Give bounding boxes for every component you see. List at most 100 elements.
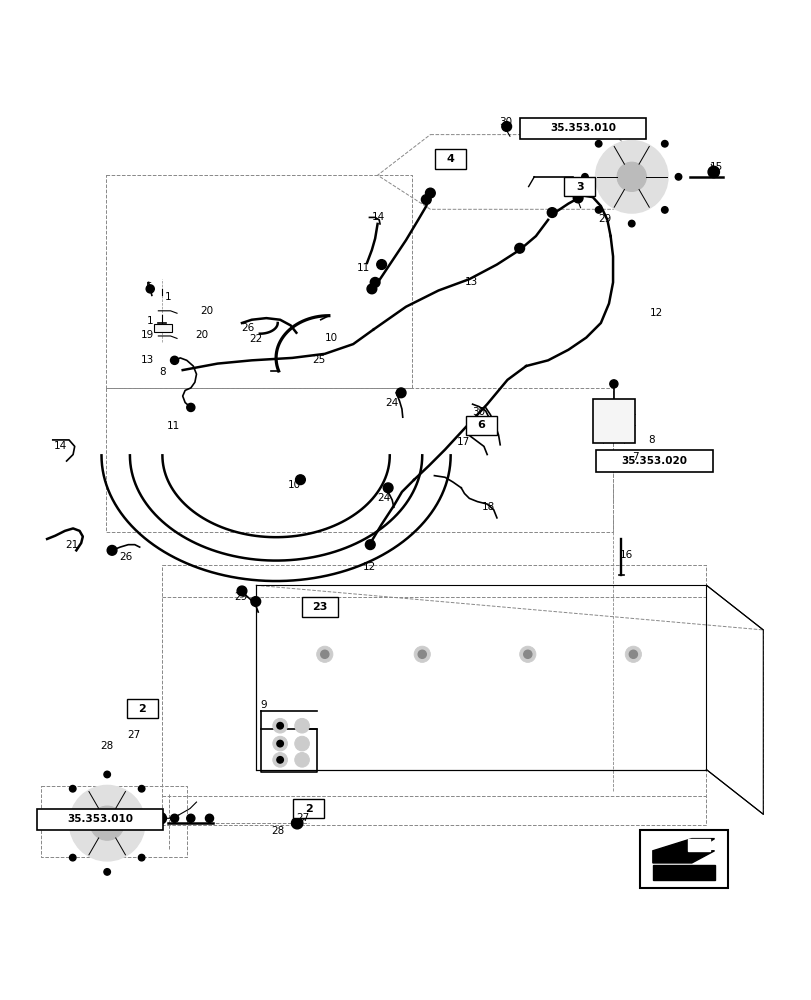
Circle shape bbox=[294, 736, 309, 751]
Circle shape bbox=[628, 220, 634, 227]
Circle shape bbox=[187, 403, 195, 411]
Bar bbox=[519, 118, 645, 139]
Circle shape bbox=[418, 650, 426, 658]
Text: 18: 18 bbox=[481, 502, 494, 512]
Circle shape bbox=[365, 540, 375, 550]
Circle shape bbox=[272, 753, 287, 767]
Bar bbox=[435, 149, 466, 169]
Circle shape bbox=[573, 193, 582, 203]
Bar bbox=[466, 416, 496, 435]
Text: 30: 30 bbox=[499, 117, 512, 127]
Circle shape bbox=[628, 127, 634, 133]
Text: 22: 22 bbox=[249, 334, 262, 344]
Circle shape bbox=[138, 854, 144, 861]
Circle shape bbox=[205, 814, 213, 822]
Circle shape bbox=[414, 646, 430, 662]
Bar bbox=[301, 597, 337, 617]
Bar bbox=[293, 799, 324, 818]
Text: 24: 24 bbox=[385, 398, 398, 408]
Text: 35.353.010: 35.353.010 bbox=[549, 123, 616, 133]
Circle shape bbox=[594, 141, 667, 213]
Circle shape bbox=[272, 736, 287, 751]
Circle shape bbox=[277, 740, 283, 747]
Text: 35.353.010: 35.353.010 bbox=[67, 814, 133, 824]
Circle shape bbox=[523, 650, 531, 658]
Bar bbox=[127, 699, 157, 718]
Text: 7: 7 bbox=[631, 452, 637, 462]
Text: 28: 28 bbox=[271, 826, 284, 836]
Circle shape bbox=[383, 483, 393, 493]
Text: 13: 13 bbox=[464, 277, 477, 287]
Circle shape bbox=[155, 813, 166, 824]
Circle shape bbox=[277, 722, 283, 729]
Bar bbox=[594, 450, 713, 472]
Circle shape bbox=[370, 278, 380, 287]
Circle shape bbox=[629, 650, 637, 658]
Circle shape bbox=[707, 166, 719, 178]
Text: 26: 26 bbox=[241, 323, 254, 333]
Text: 20: 20 bbox=[200, 306, 213, 316]
Circle shape bbox=[70, 785, 76, 792]
Circle shape bbox=[294, 718, 309, 733]
Bar bbox=[564, 177, 594, 196]
Circle shape bbox=[107, 545, 117, 555]
Bar bbox=[592, 398, 634, 443]
Circle shape bbox=[295, 475, 305, 485]
Circle shape bbox=[237, 586, 247, 596]
Text: 35.353.020: 35.353.020 bbox=[620, 456, 687, 466]
Text: 3: 3 bbox=[575, 182, 583, 192]
Text: 14: 14 bbox=[371, 212, 384, 222]
Circle shape bbox=[170, 356, 178, 364]
Text: 11: 11 bbox=[166, 421, 179, 431]
Text: 25: 25 bbox=[312, 355, 325, 365]
Polygon shape bbox=[652, 865, 714, 880]
Circle shape bbox=[547, 208, 556, 217]
Circle shape bbox=[90, 806, 124, 840]
Text: 4: 4 bbox=[446, 154, 454, 164]
Circle shape bbox=[624, 646, 641, 662]
Circle shape bbox=[55, 820, 62, 826]
Text: 29: 29 bbox=[234, 592, 247, 602]
Text: 28: 28 bbox=[101, 741, 114, 751]
Text: 19: 19 bbox=[141, 330, 154, 340]
Text: 2: 2 bbox=[138, 704, 146, 714]
Circle shape bbox=[519, 646, 535, 662]
Circle shape bbox=[152, 820, 159, 826]
Circle shape bbox=[320, 650, 328, 658]
Circle shape bbox=[104, 869, 110, 875]
Circle shape bbox=[421, 195, 431, 204]
Text: 26: 26 bbox=[119, 552, 132, 562]
Circle shape bbox=[70, 854, 76, 861]
Text: 23: 23 bbox=[312, 602, 327, 612]
Text: 5: 5 bbox=[145, 282, 152, 292]
Text: 14: 14 bbox=[54, 441, 67, 451]
Text: 17: 17 bbox=[457, 437, 470, 447]
Text: 9: 9 bbox=[260, 700, 267, 710]
Circle shape bbox=[277, 757, 283, 763]
Circle shape bbox=[514, 243, 524, 253]
Text: 30: 30 bbox=[472, 407, 485, 417]
Circle shape bbox=[609, 380, 617, 388]
Circle shape bbox=[396, 388, 406, 398]
Circle shape bbox=[272, 718, 287, 733]
Bar bbox=[37, 809, 162, 830]
Polygon shape bbox=[652, 839, 714, 863]
Circle shape bbox=[661, 141, 667, 147]
Text: 11: 11 bbox=[356, 263, 369, 273]
Text: 10: 10 bbox=[324, 333, 337, 343]
Text: 8: 8 bbox=[159, 367, 165, 377]
Polygon shape bbox=[687, 839, 709, 851]
Circle shape bbox=[501, 122, 511, 131]
Circle shape bbox=[291, 817, 303, 829]
Text: 12: 12 bbox=[649, 308, 662, 318]
Circle shape bbox=[104, 771, 110, 778]
Circle shape bbox=[146, 285, 154, 293]
Circle shape bbox=[138, 785, 144, 792]
Text: 24: 24 bbox=[377, 493, 390, 503]
Circle shape bbox=[316, 646, 333, 662]
Circle shape bbox=[594, 207, 601, 213]
Text: 6: 6 bbox=[477, 420, 485, 430]
Circle shape bbox=[675, 174, 681, 180]
Circle shape bbox=[376, 260, 386, 269]
Circle shape bbox=[367, 284, 376, 294]
